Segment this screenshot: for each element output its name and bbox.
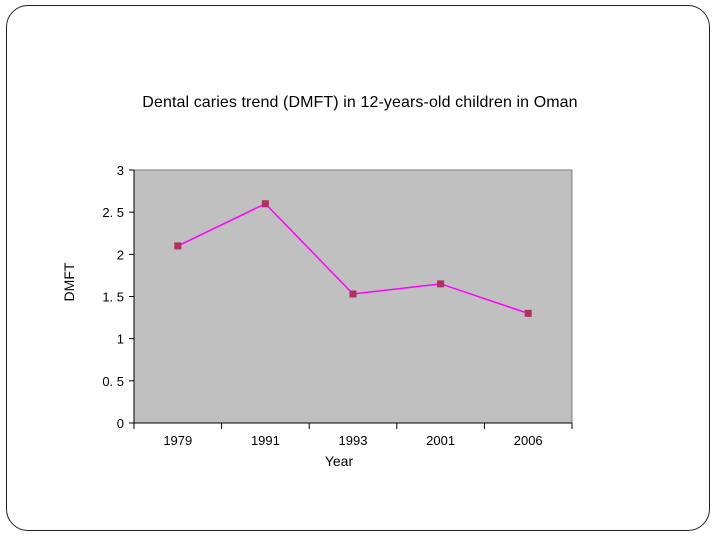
y-tick-label: 0. 5 bbox=[102, 374, 124, 389]
slide-frame bbox=[6, 5, 710, 531]
y-tick-label: 1. 5 bbox=[102, 290, 124, 305]
chart-title: Dental caries trend (DMFT) in 12-years-o… bbox=[142, 94, 578, 111]
x-tick-label: 1991 bbox=[251, 433, 280, 448]
axes: 0 0. 5 1 1. 5 2 2. 5 3 1979 1991 1993 2001 2006 bbox=[102, 163, 573, 448]
y-axis-title: DMFT bbox=[61, 262, 77, 301]
y-tick-label: 2 bbox=[117, 247, 124, 262]
y-tick-label: 1 bbox=[117, 332, 124, 347]
x-axis-title: Year bbox=[325, 453, 354, 469]
data-point-marker bbox=[437, 280, 445, 288]
x-tick-label: 1993 bbox=[339, 433, 368, 448]
data-point-marker bbox=[524, 309, 532, 317]
data-point-marker bbox=[349, 290, 357, 298]
x-tick-label: 1979 bbox=[163, 433, 192, 448]
y-tick-label: 0 bbox=[117, 416, 124, 431]
x-tick-label: 2001 bbox=[426, 433, 455, 448]
y-tick-label: 3 bbox=[117, 163, 124, 178]
data-point-marker bbox=[174, 242, 182, 250]
y-tick-label: 2. 5 bbox=[102, 205, 124, 220]
x-tick-label: 2006 bbox=[514, 433, 543, 448]
data-point-marker bbox=[261, 200, 269, 208]
series-layer bbox=[174, 200, 532, 317]
